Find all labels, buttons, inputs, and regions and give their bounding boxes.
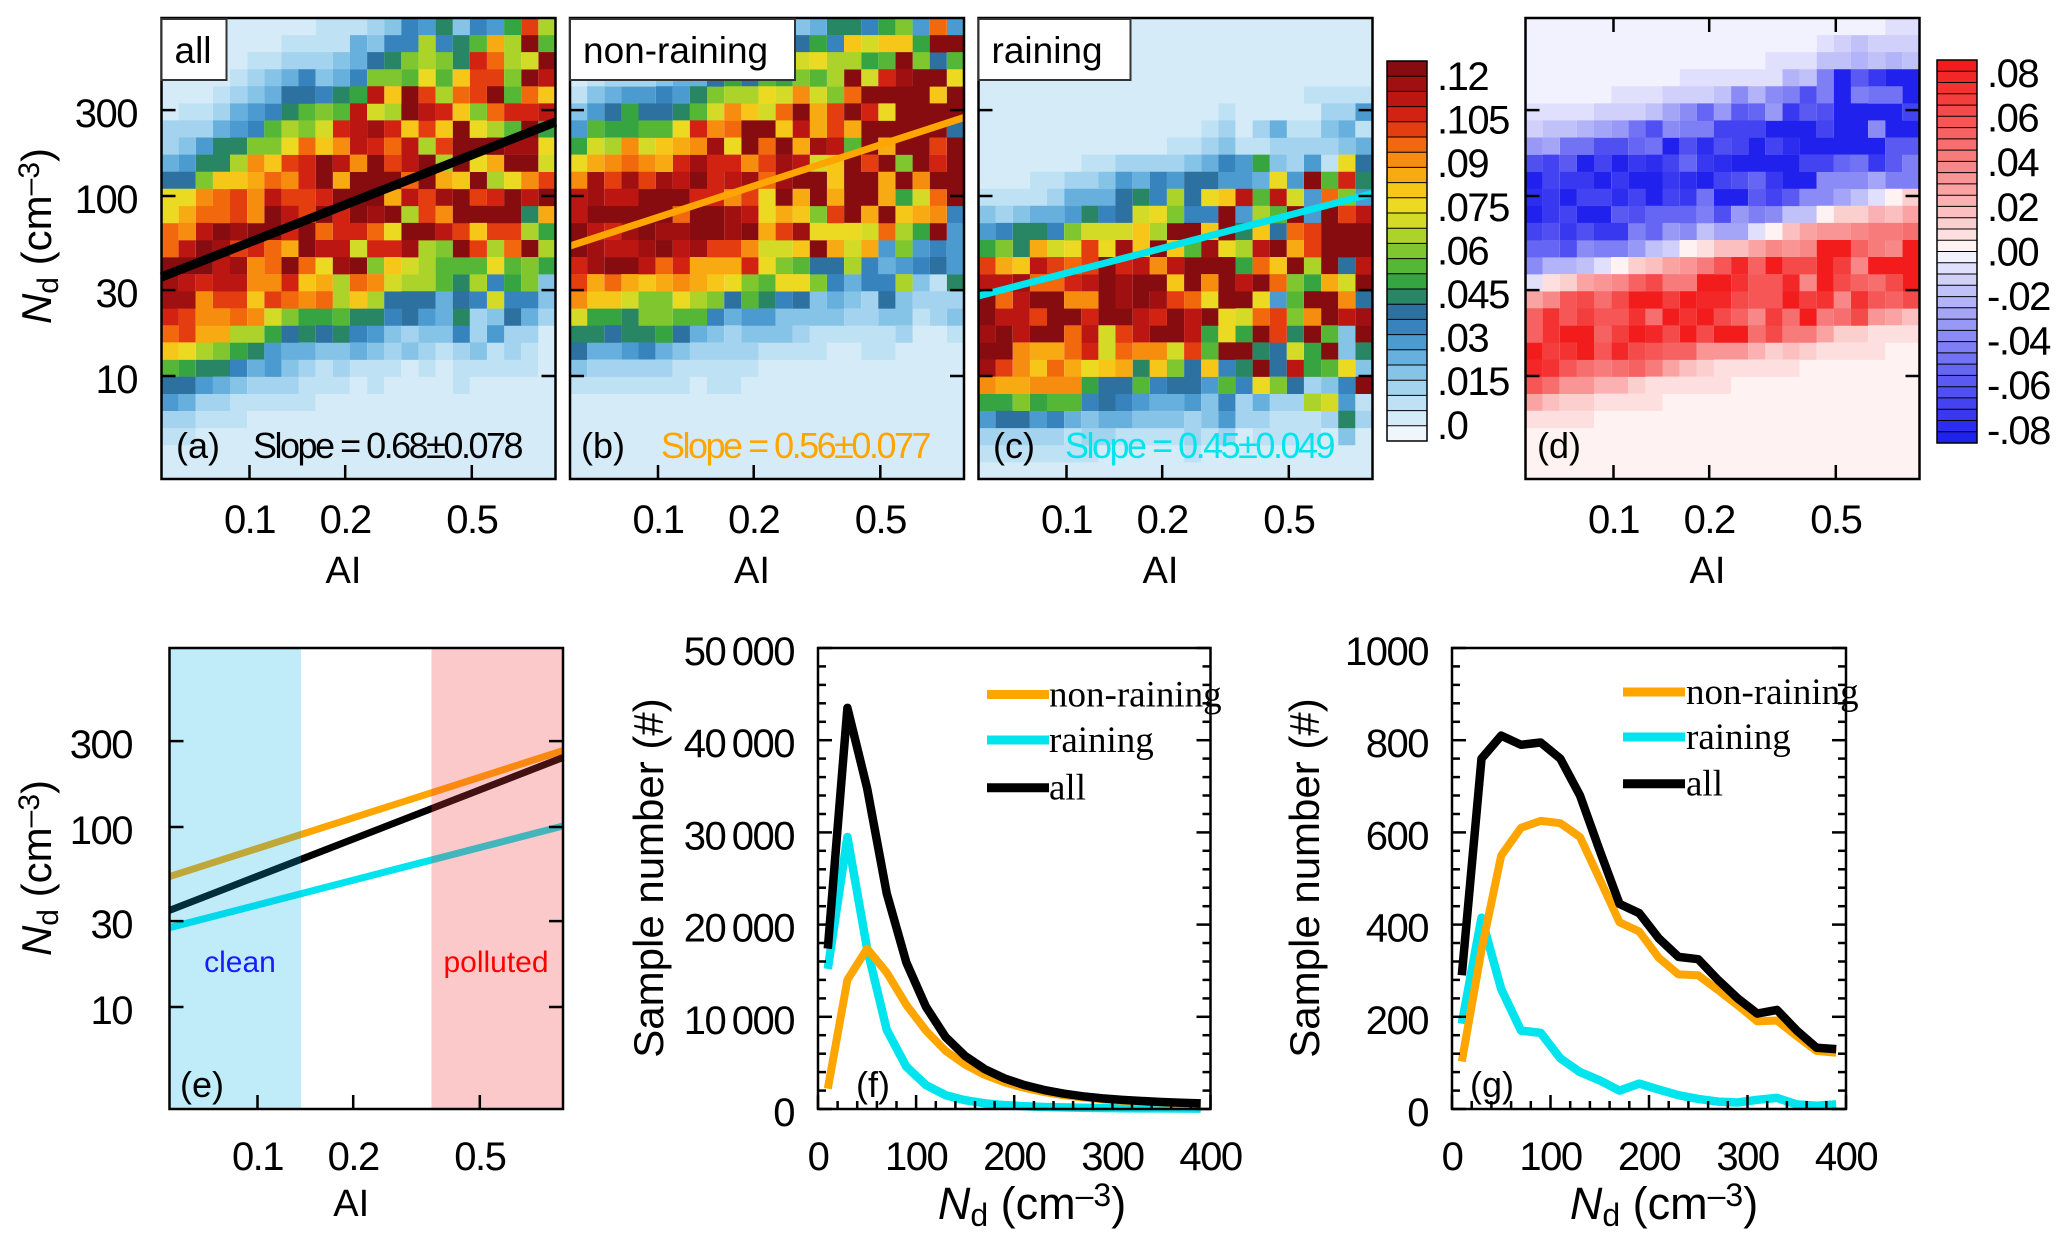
- svg-text:600: 600: [1366, 814, 1428, 858]
- svg-text:0.5: 0.5: [1810, 498, 1861, 542]
- svg-text:.0: .0: [1437, 404, 1468, 448]
- svg-text:-.06: -.06: [1987, 364, 2050, 408]
- svg-text:Nd (cm–3): Nd (cm–3): [13, 780, 65, 956]
- svg-text:Slope = 0.56±0.077: Slope = 0.56±0.077: [661, 425, 930, 466]
- svg-text:0.5: 0.5: [446, 498, 497, 542]
- svg-text:-.04: -.04: [1987, 320, 2051, 364]
- svg-text:30: 30: [96, 272, 138, 316]
- svg-text:0: 0: [808, 1135, 829, 1179]
- svg-text:Nd (cm–3): Nd (cm–3): [1570, 1177, 1758, 1233]
- svg-text:300: 300: [75, 92, 137, 136]
- svg-text:all: all: [1686, 764, 1723, 805]
- svg-text:AI: AI: [1143, 550, 1179, 592]
- svg-text:-.02: -.02: [1987, 275, 2050, 319]
- svg-text:(g): (g): [1470, 1064, 1514, 1105]
- svg-text:0.5: 0.5: [454, 1135, 505, 1179]
- svg-text:(b): (b): [581, 425, 625, 466]
- svg-text:0.2: 0.2: [320, 498, 371, 542]
- svg-text:300: 300: [1081, 1135, 1143, 1179]
- svg-text:10: 10: [96, 358, 138, 402]
- svg-text:.12: .12: [1437, 55, 1488, 99]
- svg-text:all: all: [175, 30, 212, 71]
- svg-text:200: 200: [983, 1135, 1045, 1179]
- svg-text:raining: raining: [992, 30, 1103, 71]
- svg-text:100: 100: [75, 178, 137, 222]
- svg-text:0.2: 0.2: [1684, 498, 1735, 542]
- svg-text:.02: .02: [1987, 186, 2038, 230]
- svg-text:.04: .04: [1987, 141, 2039, 185]
- svg-text:non-raining: non-raining: [1049, 675, 1222, 716]
- svg-text:polluted: polluted: [443, 946, 548, 979]
- svg-text:0.5: 0.5: [1263, 498, 1314, 542]
- svg-text:(d): (d): [1537, 425, 1581, 466]
- svg-text:AI: AI: [326, 550, 362, 592]
- svg-text:Nd (cm–3): Nd (cm–3): [938, 1177, 1126, 1233]
- svg-text:0.2: 0.2: [1137, 498, 1188, 542]
- svg-text:0: 0: [1407, 1091, 1428, 1135]
- svg-text:.00: .00: [1987, 230, 2038, 274]
- svg-text:Sample number (#): Sample number (#): [625, 698, 672, 1057]
- svg-text:300: 300: [1716, 1135, 1778, 1179]
- svg-text:Nd (cm–3): Nd (cm–3): [13, 148, 65, 324]
- svg-text:AI: AI: [1690, 550, 1726, 592]
- svg-text:.045: .045: [1437, 273, 1509, 317]
- svg-text:.08: .08: [1987, 52, 2038, 96]
- svg-text:30 000: 30 000: [684, 814, 794, 858]
- svg-text:400: 400: [1815, 1135, 1877, 1179]
- svg-text:0.5: 0.5: [855, 498, 906, 542]
- svg-text:400: 400: [1179, 1135, 1241, 1179]
- svg-text:0.1: 0.1: [632, 498, 683, 542]
- svg-text:0.1: 0.1: [1588, 498, 1639, 542]
- svg-text:AI: AI: [734, 550, 770, 592]
- svg-text:.09: .09: [1437, 142, 1488, 186]
- svg-text:40 000: 40 000: [684, 722, 794, 766]
- svg-text:10: 10: [91, 989, 133, 1033]
- svg-text:(f): (f): [856, 1064, 890, 1105]
- svg-text:Sample number (#): Sample number (#): [1281, 698, 1328, 1057]
- svg-text:-.08: -.08: [1987, 409, 2050, 453]
- svg-text:.06: .06: [1987, 97, 2038, 141]
- svg-text:0.1: 0.1: [232, 1135, 283, 1179]
- svg-text:100: 100: [70, 809, 132, 853]
- svg-text:100: 100: [885, 1135, 947, 1179]
- svg-text:20 000: 20 000: [684, 907, 794, 951]
- svg-text:(e): (e): [180, 1064, 224, 1105]
- svg-text:0.1: 0.1: [1041, 498, 1092, 542]
- svg-text:1000: 1000: [1345, 630, 1428, 674]
- svg-text:10 000: 10 000: [684, 999, 794, 1043]
- svg-text:30: 30: [91, 903, 133, 947]
- svg-text:400: 400: [1366, 907, 1428, 951]
- svg-text:0.1: 0.1: [224, 498, 275, 542]
- svg-text:0: 0: [773, 1091, 794, 1135]
- svg-text:Slope = 0.68±0.078: Slope = 0.68±0.078: [253, 425, 522, 466]
- svg-text:0: 0: [1442, 1135, 1463, 1179]
- svg-text:.075: .075: [1437, 186, 1509, 230]
- svg-text:0.2: 0.2: [328, 1135, 379, 1179]
- svg-text:300: 300: [70, 723, 132, 767]
- svg-text:non-raining: non-raining: [583, 30, 768, 71]
- svg-text:raining: raining: [1049, 720, 1154, 761]
- svg-text:raining: raining: [1686, 717, 1791, 758]
- svg-text:800: 800: [1366, 722, 1428, 766]
- svg-text:200: 200: [1366, 999, 1428, 1043]
- svg-text:100: 100: [1519, 1135, 1581, 1179]
- svg-text:non-raining: non-raining: [1686, 672, 1859, 713]
- svg-text:50 000: 50 000: [684, 630, 794, 674]
- svg-text:clean: clean: [204, 946, 276, 979]
- svg-text:0.2: 0.2: [728, 498, 779, 542]
- svg-text:.015: .015: [1437, 360, 1509, 404]
- svg-text:AI: AI: [333, 1183, 369, 1225]
- svg-text:(a): (a): [176, 425, 220, 466]
- svg-text:Slope = 0.45±0.049: Slope = 0.45±0.049: [1065, 425, 1334, 466]
- svg-text:200: 200: [1618, 1135, 1680, 1179]
- svg-text:all: all: [1049, 768, 1086, 809]
- svg-text:(c): (c): [993, 425, 1035, 466]
- svg-text:.105: .105: [1437, 99, 1509, 143]
- svg-text:.06: .06: [1437, 229, 1488, 273]
- svg-text:.03: .03: [1437, 317, 1488, 361]
